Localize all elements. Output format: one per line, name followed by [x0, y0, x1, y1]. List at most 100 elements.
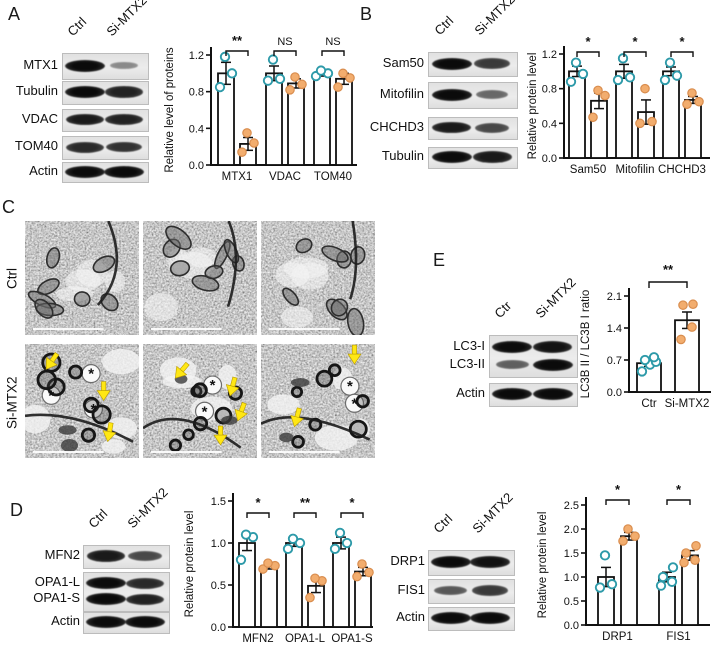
em-autophagosome-ring — [182, 428, 195, 441]
y-axis-label: Relative protein level — [527, 53, 539, 160]
wb-row-label-tubulin: Tubulin — [381, 148, 424, 163]
wb-band-mfn2-lane1 — [127, 551, 163, 561]
em-autophagosome-ring — [68, 364, 84, 380]
em-image-ctrl-1 — [25, 221, 139, 335]
wb-band-drp1-lane1 — [470, 556, 510, 568]
data-point-si-mtx2 — [593, 85, 603, 96]
data-point-si-mtx2 — [681, 548, 691, 558]
bar-ctrl-vdac — [265, 72, 283, 166]
x-category-label: Sam50 — [570, 164, 606, 176]
em-scale-bar — [269, 451, 340, 453]
data-point-si-mtx2 — [249, 138, 259, 148]
wb-band-opa1-l-lane1 — [126, 577, 164, 589]
wb-band-opa1-s-lane0 — [85, 593, 126, 606]
wb-row-label-mtx1: MTX1 — [23, 56, 58, 72]
data-point-si-mtx2 — [242, 128, 252, 138]
bar-ctrl-tom40 — [313, 72, 331, 166]
em-autophagosome-ring — [192, 382, 208, 399]
wb-row-label-chchd3: CHCHD3 — [369, 118, 424, 134]
wb-band-actin-lane0 — [492, 388, 533, 400]
em-membrane — [96, 221, 119, 306]
wb-band-mfn2-lane0 — [86, 550, 126, 562]
wb-row-label-fis1: FIS1 — [397, 581, 425, 597]
wb-row-label-tubulin: Tubulin — [15, 83, 58, 98]
em-mitochondrion — [204, 264, 224, 280]
data-point-si-mtx2 — [630, 531, 640, 541]
em-membrane — [25, 413, 134, 443]
wb-row-label-actin: Actin — [396, 609, 425, 624]
wb-band-mtx1-lane0 — [64, 59, 105, 72]
sig-label: * — [255, 495, 261, 510]
data-point-ctrl — [659, 74, 671, 86]
wb-row-label-opa1-l: OPA1-L — [34, 574, 80, 590]
data-point-ctrl — [667, 562, 679, 573]
em-image-si-mtx2-1: * * * — [25, 344, 139, 458]
wb-band-tom40-lane0 — [66, 141, 104, 153]
panel-letter-d: D — [10, 500, 23, 520]
data-point-si-mtx2 — [588, 112, 598, 123]
wb-band-tubulin-lane1 — [472, 151, 512, 163]
sig-bracket — [670, 51, 694, 57]
em-light-patch — [267, 394, 300, 415]
data-point-ctrl — [666, 576, 678, 587]
y-tick-label: 2.5 — [564, 500, 579, 512]
wb-band-actin-lane0 — [430, 612, 471, 624]
data-point-si-mtx2 — [690, 555, 700, 565]
em-membrane — [348, 221, 358, 300]
y-tick-label: 0.7 — [607, 355, 622, 367]
y-tick-label: 0.0 — [564, 620, 579, 632]
data-point-ctrl — [624, 72, 636, 83]
data-point-ctrl — [226, 68, 238, 79]
sig-bracket — [666, 499, 691, 505]
x-category-label: MFN2 — [242, 633, 273, 645]
wb-band-actin-lane0 — [85, 616, 126, 628]
data-point-si-mtx2 — [352, 571, 362, 582]
y-tick-label: 1.0 — [564, 572, 579, 584]
yellow-arrow-icon — [213, 425, 228, 446]
sig-label: NS — [277, 36, 292, 48]
data-point-si-mtx2 — [635, 118, 645, 129]
data-point-ctrl — [617, 53, 629, 64]
yellow-arrow-icon — [234, 401, 248, 422]
lane-header-d-left-1: Si-MTX2 — [124, 484, 171, 531]
lane-header-b-1: Si-MTX2 — [471, 0, 518, 38]
em-mitochondrion — [295, 238, 313, 254]
wb-band-actin-lane1 — [104, 165, 145, 178]
y-tick-label: 0.8 — [542, 84, 557, 96]
sig-bracket — [293, 512, 317, 518]
em-mitochondrion — [34, 298, 54, 319]
data-point-si-mtx2 — [623, 524, 633, 534]
bar-ctrl-opa1-l — [285, 542, 303, 628]
data-point-si-mtx2 — [285, 85, 295, 95]
lane-header-d-left-0: Ctrl — [85, 506, 111, 531]
lane-header-d-right-0: Ctrl — [430, 511, 456, 536]
em-row-label-ctrl: Ctrl — [4, 268, 20, 290]
bar-ctrl-opa1-s — [332, 542, 350, 628]
data-point-ctrl — [235, 554, 247, 565]
wb-band-vdac-lane0 — [65, 113, 105, 126]
y-axis-label: Relative protein level — [537, 512, 549, 619]
em-membrane — [261, 416, 371, 441]
wb-band-sam50-lane0 — [431, 57, 472, 70]
em-mitochondrion — [282, 287, 300, 306]
data-point-si-mtx2 — [237, 147, 247, 157]
red-asterisk-marker: * — [88, 366, 94, 383]
data-point-si-mtx2 — [679, 557, 689, 568]
em-mitochondrion — [100, 293, 119, 312]
lane-header-a-0: Ctrl — [64, 14, 90, 39]
x-category-label: VDAC — [269, 171, 301, 183]
em-scale-bar — [33, 451, 104, 453]
y-tick-label: 0.0 — [189, 160, 204, 172]
em-autophagosome-ring — [327, 363, 342, 378]
sig-label: NS — [325, 36, 340, 48]
wb-row-label-actin: Actin — [456, 385, 485, 400]
panel-letter-a: A — [8, 4, 21, 24]
data-point-ctrl — [329, 543, 341, 555]
red-asterisk-marker: * — [202, 403, 208, 420]
data-point-ctrl — [262, 75, 274, 86]
x-category-label: FIS1 — [666, 631, 690, 643]
red-asterisk-marker: * — [90, 401, 96, 418]
wb-row-label-actin: Actin — [51, 613, 80, 628]
y-axis-label: Relative level of proteins — [164, 47, 176, 173]
